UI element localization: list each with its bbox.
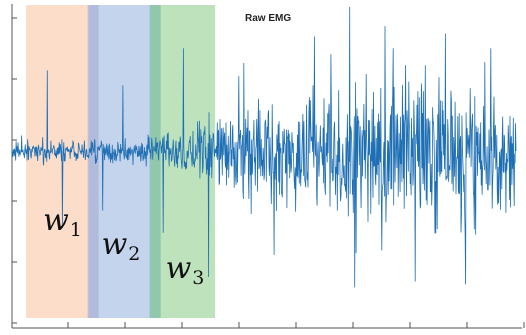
signal-trace (11, 6, 517, 288)
window-band-2 (88, 5, 151, 318)
window-label-3: w3 (166, 251, 205, 289)
window-band-3 (150, 5, 216, 318)
window-bands (26, 5, 216, 318)
window-overlap-2 (149, 5, 161, 318)
emg-series-line (11, 6, 517, 288)
window-overlap-1 (87, 5, 99, 318)
window-band-1 (26, 5, 89, 318)
window-label-1: w1 (43, 203, 82, 241)
window-labels: w1 w2 w3 (43, 203, 204, 289)
chart-title: Raw EMG (245, 13, 291, 24)
axes (11, 4, 525, 329)
window-label-2: w2 (102, 227, 141, 265)
